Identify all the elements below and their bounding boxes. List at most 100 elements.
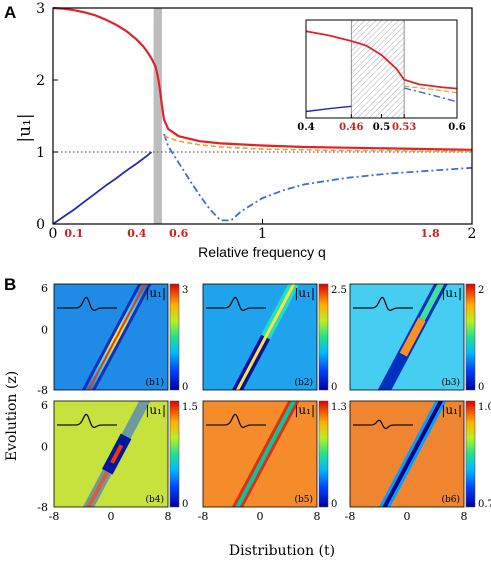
heatmap-frame xyxy=(53,400,169,508)
heatmap-background xyxy=(350,401,464,507)
colorbar-bottom-label: 0 xyxy=(331,382,337,393)
x-tick-highlight-label: 0.1 xyxy=(64,227,83,240)
stripe-peak xyxy=(73,284,160,390)
field-label: |u₁| xyxy=(145,286,166,300)
stripe-peak xyxy=(222,284,310,390)
x-tick-highlight-label: 0.6 xyxy=(169,227,188,240)
x-tick-label: 1 xyxy=(258,226,267,242)
colorbar-bottom-label: 0 xyxy=(478,382,484,393)
colorbar-top-label: 2 xyxy=(478,285,484,296)
x-tick-label: 8 xyxy=(461,510,468,523)
stripe-peak xyxy=(110,444,124,464)
series-line-solid-blue xyxy=(52,151,153,225)
stripe-core xyxy=(368,401,457,507)
panel-a-plot: 0 1 2 0.1 0.4 0.6 1.8 0 1 2 3 0.4 0.46 0.5 0.53 0.6 xyxy=(36,1,476,242)
colorbar-top-label: 2.5 xyxy=(331,285,347,296)
colorbar xyxy=(169,283,180,391)
inset-series-line-dashed-orange xyxy=(404,85,458,94)
field-label: |u₁| xyxy=(441,286,462,300)
heatmap-stripe xyxy=(219,401,313,507)
subplot-id: (b4) xyxy=(145,494,164,505)
colorbar-top-label: 1.0 xyxy=(478,402,491,413)
soliton-profile xyxy=(57,413,117,429)
heatmap-stripe xyxy=(69,284,165,390)
y-tick-label: 3 xyxy=(36,1,45,17)
panel-a-x-axis-label: Relative frequency q xyxy=(198,244,326,260)
series-line-dashdot-blue xyxy=(163,133,473,222)
soliton-profile xyxy=(206,413,266,429)
colorbar xyxy=(465,400,476,508)
heatmap-field xyxy=(203,401,317,507)
colorbar-bottom-label: 0 xyxy=(182,499,188,510)
heatmap-frame xyxy=(349,400,465,508)
inset-x-tick-label: 0.6 xyxy=(448,122,465,133)
heatmap-frame xyxy=(349,283,465,391)
soliton-profile xyxy=(57,296,117,312)
inset-plot: 0.4 0.46 0.5 0.53 0.6 xyxy=(297,19,466,133)
colorbar xyxy=(318,400,329,508)
heatmap-stripe xyxy=(366,401,460,507)
panel-b-x-axis-label: Distribution (t) xyxy=(229,543,335,559)
heatmap-background xyxy=(203,401,317,507)
heatmap-field xyxy=(203,284,317,390)
colorbar xyxy=(169,400,180,508)
x-tick-label: 0 xyxy=(257,510,264,523)
heatmap-frame xyxy=(53,283,169,391)
subplot-id: (b2) xyxy=(294,377,313,388)
y-tick-label: -8 xyxy=(37,384,48,397)
colorbar-top-label: 1.5 xyxy=(182,402,198,413)
colorbar xyxy=(465,283,476,391)
heatmap-background xyxy=(203,284,317,390)
heatmap-field xyxy=(54,401,168,507)
x-tick-label: 8 xyxy=(314,510,321,523)
heatmap-subplot: |u₁|(b5)1.30-8 0 8 xyxy=(198,400,347,523)
heatmap-stripe xyxy=(219,284,313,390)
inset-x-tick-label: 0.5 xyxy=(373,122,390,133)
field-label: |u₁| xyxy=(294,286,315,300)
heatmap-frame xyxy=(202,283,318,391)
heatmap-field xyxy=(350,284,464,390)
stripe-upper xyxy=(419,284,458,321)
inset-x-tick-label: 0.4 xyxy=(297,122,314,133)
subplot-id: (b5) xyxy=(294,494,313,505)
heatmap-frame xyxy=(202,400,318,508)
inset-series-line-solid-red xyxy=(305,30,458,90)
soliton-profile xyxy=(206,296,266,312)
y-tick-label: 6 xyxy=(41,399,48,412)
x-tick-label: -8 xyxy=(345,510,356,523)
x-tick-label: 0 xyxy=(404,510,411,523)
subplot-id: (b6) xyxy=(441,494,460,505)
series-line-solid-red xyxy=(52,6,473,151)
y-tick-label: 0 xyxy=(36,217,45,233)
field-label: |u₁| xyxy=(441,403,462,417)
colorbar-top-label: 3 xyxy=(182,285,188,296)
x-tick-highlight-label: 0.4 xyxy=(127,227,146,240)
panel-b-y-axis-label: Evolution (z) xyxy=(4,371,20,461)
colorbar-bottom-label: 0 xyxy=(182,382,188,393)
y-tick-label: -8 xyxy=(37,501,48,514)
stripe-peak xyxy=(399,317,426,357)
heatmap-field xyxy=(350,401,464,507)
series-line-dashed-orange xyxy=(163,135,472,153)
colorbar-top-label: 1.3 xyxy=(331,402,347,413)
gray-band xyxy=(153,8,162,224)
x-tick-label: 0 xyxy=(49,226,58,242)
x-tick-highlight-label: 1.8 xyxy=(421,227,440,240)
panel-b-heatmaps: |u₁|(b1)3060-8|u₁|(b2)2.50|u₁|(b3)20|u₁|… xyxy=(37,282,491,523)
panel-label-a: A xyxy=(4,3,16,22)
heatmap-subplot: |u₁| (b6) 1.0 0.7 -8 0 8 xyxy=(345,400,491,523)
x-tick-label: 8 xyxy=(165,510,172,523)
heatmap-stripe xyxy=(70,401,164,507)
field-label: |u₁| xyxy=(294,403,315,417)
x-tick-label: 2 xyxy=(468,226,477,242)
y-tick-label: 2 xyxy=(36,73,45,89)
y-tick-label: 1 xyxy=(36,145,45,161)
x-tick-label: 0 xyxy=(108,510,115,523)
subplot-id: (b3) xyxy=(441,377,460,388)
panel-label-b: B xyxy=(4,275,16,294)
colorbar-bottom-label: 0.7 xyxy=(478,499,491,510)
inset-x-tick-label: 0.53 xyxy=(392,122,416,133)
heatmap-field xyxy=(54,284,168,390)
